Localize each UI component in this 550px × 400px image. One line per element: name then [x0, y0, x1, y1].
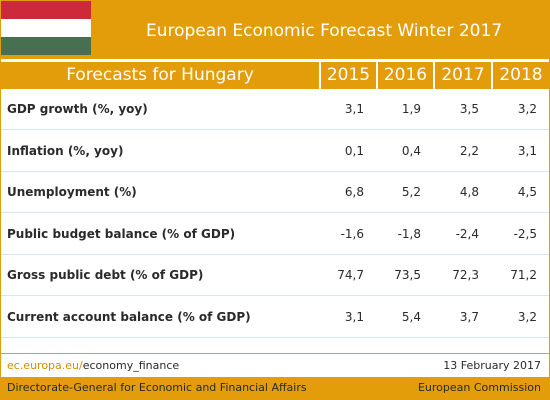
table-header: Forecasts for Hungary 2015 2016 2017 2018	[1, 62, 549, 89]
cell-value: 1,9	[401, 102, 421, 116]
column-header: 2015	[319, 62, 376, 89]
link[interactable]: ec.europa.eu/economy_finance	[7, 359, 179, 372]
organization: European Commission	[417, 381, 541, 394]
link-domain[interactable]: ec.europa.eu/	[7, 359, 83, 372]
department: Directorate-General for Economic and Fin…	[7, 381, 307, 394]
cell-value: 3,1	[344, 309, 364, 324]
cell-value: 71,2	[510, 268, 537, 282]
cell-value: 73,5	[394, 268, 421, 282]
cell-value: 5,2	[401, 185, 421, 199]
cell-value: 3,7	[459, 309, 479, 324]
cell-value: -2,4	[455, 226, 479, 241]
column-header: 2017	[433, 62, 491, 89]
cell-value: 3,2	[517, 102, 537, 116]
footer-rule	[1, 353, 549, 354]
table-row: Inflation (%, yoy) 0,1 0,4 2,2 3,1	[1, 131, 549, 172]
date: 13 February 2017	[443, 359, 541, 372]
cell-value: 4,8	[459, 185, 479, 199]
cell-value: 3,1	[517, 143, 537, 158]
flag	[1, 1, 91, 55]
cell-value: 3,1	[344, 102, 364, 116]
column-header: Forecasts for Hungary	[66, 65, 254, 85]
cell-value: 0,4	[401, 143, 421, 158]
cell-value: 5,4	[401, 309, 421, 324]
row-label: Inflation (%, yoy)	[7, 143, 124, 158]
cell-value: -1,6	[340, 226, 364, 241]
cell-value: 72,3	[452, 268, 479, 282]
table-row: GDP growth (%, yoy) 3,1 1,9 3,5 3,2	[1, 89, 549, 130]
row-label: GDP growth (%, yoy)	[7, 102, 148, 116]
row-label: Gross public debt (% of GDP)	[7, 268, 204, 282]
cell-value: -2,5	[513, 226, 537, 241]
column-header: 2016	[376, 62, 433, 89]
row-label: Unemployment (%)	[7, 185, 137, 199]
cell-value: -1,8	[397, 226, 421, 241]
cell-value: 3,5	[459, 102, 479, 116]
cell-value: 4,5	[517, 185, 537, 199]
table-row: Public budget balance (% of GDP) -1,6 -1,8…	[1, 214, 549, 255]
cell-value: 3,2	[517, 309, 537, 324]
row-label: Current account balance (% of GDP)	[7, 309, 251, 324]
header-band	[1, 1, 549, 59]
table-row: Unemployment (%) 6,8 5,2 4,8 4,5	[1, 172, 549, 213]
title: European Economic Forecast Winter 2017	[146, 21, 503, 41]
cell-value: 0,1	[344, 143, 364, 158]
row-label: Public budget balance (% of GDP)	[7, 226, 236, 241]
cell-value: 2,2	[459, 143, 479, 158]
footer-bar: Directorate-General for Economic and Fin…	[1, 377, 549, 399]
column-header: 2018	[491, 62, 549, 89]
link-path[interactable]: economy_finance	[82, 359, 180, 372]
table-row: Current account balance (% of GDP) 3,1 5,4…	[1, 297, 549, 338]
table-row: Gross public debt (% of GDP) 74,7 73,5 72,3…	[1, 255, 549, 296]
cell-value: 6,8	[344, 185, 364, 199]
cell-value: 74,7	[337, 268, 364, 282]
